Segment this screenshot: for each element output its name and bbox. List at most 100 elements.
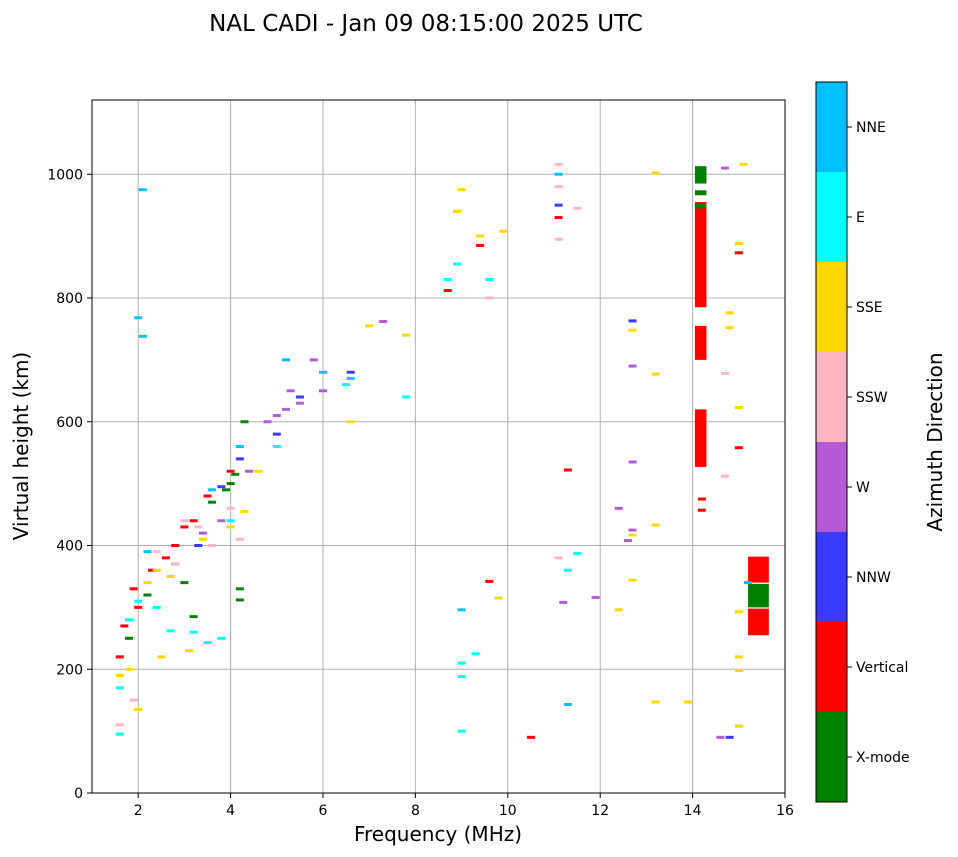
data-point xyxy=(628,578,637,582)
colorbar-label-nnw: NNW xyxy=(856,570,891,586)
data-point xyxy=(485,277,494,281)
colorbar-label-x-mode: X-mode xyxy=(856,750,910,766)
data-point xyxy=(309,358,318,362)
data-point xyxy=(734,655,743,659)
trace-block-x-mode xyxy=(694,190,707,196)
x-tick-label: 10 xyxy=(499,803,517,819)
data-point xyxy=(443,277,452,281)
data-point xyxy=(554,172,563,176)
data-point xyxy=(725,735,734,739)
data-point xyxy=(402,333,411,337)
data-point xyxy=(152,568,161,572)
data-point xyxy=(734,724,743,728)
data-point xyxy=(379,320,388,324)
data-point xyxy=(457,608,466,612)
data-point xyxy=(365,324,374,328)
data-point xyxy=(295,395,304,399)
data-point xyxy=(166,629,175,633)
plot-area: 2 4 6 8 10 12 14 16 0 200 400 600 800 1000 xyxy=(47,99,794,819)
colorbar-segment-x-mode xyxy=(816,712,847,802)
data-point xyxy=(166,574,175,578)
data-point xyxy=(739,162,748,166)
data-point xyxy=(235,587,244,591)
colorbar-segment-sse xyxy=(816,262,847,352)
data-point xyxy=(115,655,124,659)
data-point xyxy=(161,556,170,560)
y-axis-label: Virtual height (km) xyxy=(9,352,33,541)
data-point xyxy=(217,636,226,640)
data-point xyxy=(189,630,198,634)
data-point xyxy=(651,171,660,175)
data-point xyxy=(138,334,147,338)
data-point xyxy=(272,432,281,436)
data-point xyxy=(457,188,466,192)
data-point xyxy=(725,326,734,330)
data-point xyxy=(282,358,291,362)
data-point xyxy=(697,508,706,512)
y-tick-label: 600 xyxy=(56,415,83,431)
colorbar-label-nne: NNE xyxy=(856,120,886,136)
data-point xyxy=(235,445,244,448)
colorbar-segment-ssw xyxy=(816,352,847,442)
data-point xyxy=(208,488,217,492)
colorbar-frame xyxy=(815,81,848,803)
data-point xyxy=(485,579,494,583)
trace-block-x-mode xyxy=(694,166,707,184)
data-point xyxy=(124,667,133,671)
data-point xyxy=(485,296,494,300)
data-point xyxy=(124,636,133,640)
series-vertical xyxy=(115,216,743,739)
data-point xyxy=(217,485,226,489)
data-point xyxy=(734,668,743,672)
data-point xyxy=(245,469,254,473)
y-tick-label: 800 xyxy=(56,291,83,307)
data-point xyxy=(471,652,480,656)
data-point xyxy=(346,420,355,424)
series-nnw xyxy=(194,203,734,739)
data-point xyxy=(476,243,485,247)
data-point xyxy=(134,316,143,320)
data-point xyxy=(115,686,124,690)
data-point xyxy=(319,389,327,393)
data-point xyxy=(402,395,411,399)
series-nne xyxy=(134,172,753,707)
series-x-mode xyxy=(124,420,249,640)
data-point xyxy=(203,494,212,498)
colorbar-label-vertical: Vertical xyxy=(856,660,908,676)
data-point xyxy=(573,206,582,210)
data-point xyxy=(651,372,660,376)
colorbar-label-sse: SSE xyxy=(856,300,883,316)
data-point xyxy=(143,593,152,597)
data-point xyxy=(563,568,572,572)
x-tick-label: 6 xyxy=(319,803,328,819)
data-point xyxy=(152,605,161,609)
x-tick-label: 2 xyxy=(134,803,143,819)
data-point xyxy=(734,446,743,450)
data-point xyxy=(198,531,207,535)
colorbar-title: Azimuth Direction xyxy=(923,352,947,531)
data-point xyxy=(272,414,281,418)
data-point xyxy=(171,562,180,566)
data-point xyxy=(346,376,355,380)
trace-block-vertical xyxy=(694,325,707,360)
data-point xyxy=(217,519,226,523)
series-sse xyxy=(115,162,748,728)
data-point xyxy=(129,698,138,702)
data-point xyxy=(226,469,235,473)
data-point xyxy=(235,537,244,541)
x-tick-label: 14 xyxy=(684,803,702,819)
data-point xyxy=(208,500,217,504)
data-point xyxy=(554,162,563,166)
data-point xyxy=(554,556,563,560)
data-point xyxy=(452,209,461,213)
data-point xyxy=(319,370,327,374)
trace-block-x-mode xyxy=(694,203,707,209)
colorbar-label-w: W xyxy=(856,480,870,496)
data-point xyxy=(286,389,295,393)
x-axis-label: Frequency (MHz) xyxy=(354,822,522,846)
data-point xyxy=(203,641,212,645)
data-point xyxy=(628,364,637,368)
data-point xyxy=(614,506,623,510)
data-point xyxy=(208,544,217,547)
data-point xyxy=(744,581,753,585)
